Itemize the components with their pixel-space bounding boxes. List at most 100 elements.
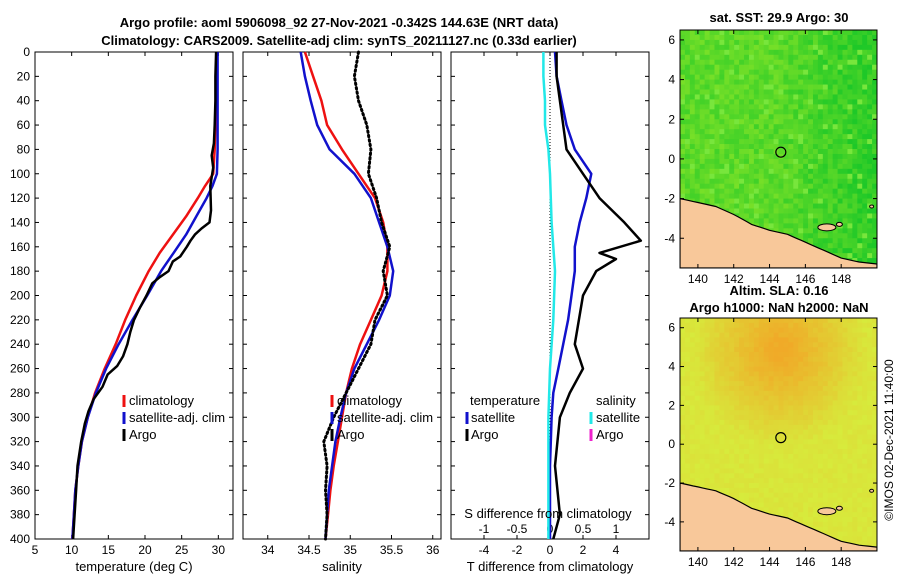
map-cell <box>694 94 701 100</box>
map-cell <box>739 473 745 479</box>
map-cell <box>788 124 794 130</box>
map-cell <box>872 390 877 397</box>
map-cell <box>852 178 858 185</box>
map-cell <box>753 483 760 489</box>
map-cell <box>768 424 774 431</box>
map-cell <box>827 168 834 175</box>
map-cell <box>832 124 838 130</box>
map-cell <box>783 478 789 484</box>
map-cell <box>867 463 873 469</box>
map-cell <box>714 434 720 440</box>
map-cell <box>872 449 877 455</box>
map-cell <box>852 322 858 329</box>
map-cell <box>753 381 760 387</box>
map-cell <box>704 124 710 130</box>
map-cell <box>867 114 873 120</box>
map-cell <box>857 449 863 455</box>
map-cell <box>684 89 691 95</box>
map-cell <box>684 332 691 338</box>
map-cell <box>832 366 838 372</box>
map-cell <box>778 30 784 36</box>
map-cell <box>812 39 819 46</box>
map-cell <box>744 99 750 105</box>
map-cell <box>803 478 809 484</box>
map-cell <box>803 64 809 71</box>
map-cell <box>827 531 834 537</box>
map-cell <box>793 449 799 455</box>
map-cell <box>857 94 863 100</box>
map-cell <box>763 400 770 406</box>
map-cell <box>872 193 877 199</box>
map-cell <box>862 381 868 387</box>
map-cell <box>808 395 814 401</box>
map-cell <box>842 59 848 66</box>
map-cell <box>803 521 809 528</box>
map-cell <box>822 419 829 426</box>
map-cell <box>709 153 715 160</box>
map-cell <box>773 134 779 140</box>
map-cell <box>862 400 868 406</box>
map-cell <box>867 119 873 125</box>
map-cell <box>704 439 710 445</box>
map-cell <box>758 327 765 333</box>
map-cell <box>842 492 848 498</box>
map-cell <box>680 134 686 140</box>
map-cell <box>778 149 784 155</box>
map-cell <box>684 429 691 435</box>
map-cell <box>798 119 804 125</box>
map-cell <box>872 356 877 363</box>
map-cell <box>763 463 770 469</box>
map-cell <box>793 381 799 387</box>
map-cell <box>822 351 829 358</box>
map-cell <box>680 371 686 377</box>
map-cell <box>739 415 745 421</box>
map-cell <box>680 158 686 165</box>
map-cell <box>704 449 710 455</box>
map-cell <box>857 198 863 204</box>
map-cell <box>852 318 858 324</box>
map-cell <box>783 390 789 397</box>
map-cell <box>724 89 730 95</box>
land-mass <box>680 482 877 551</box>
map-cell <box>827 34 834 41</box>
map-cell <box>842 173 848 180</box>
map-cell <box>744 129 750 135</box>
map-cell <box>837 356 843 363</box>
map-cell <box>748 59 755 66</box>
map-cell <box>753 449 760 455</box>
map-cell <box>778 332 784 338</box>
map-cell <box>763 318 770 324</box>
x-tick-label: 146 <box>795 272 815 286</box>
map-cell <box>788 395 794 401</box>
map-cell <box>689 163 696 170</box>
map-cell <box>847 238 853 244</box>
map-cell <box>748 104 755 110</box>
map-cell <box>783 89 789 95</box>
map-cell <box>837 64 843 71</box>
map-cell <box>758 376 765 382</box>
map-cell <box>842 84 848 90</box>
map-cell <box>872 69 877 76</box>
map-cell <box>724 468 730 474</box>
map-cell <box>748 439 755 445</box>
map-cell <box>719 168 725 175</box>
map-cell <box>832 193 838 199</box>
map-cell <box>812 243 819 249</box>
map-cell <box>857 444 863 450</box>
map-cell <box>748 124 755 130</box>
difference-legend: temperature salinity satellite Argo sate… <box>465 393 640 442</box>
map-cell <box>803 233 809 239</box>
map-cell <box>852 218 858 224</box>
map-cell <box>798 502 804 508</box>
map-cell <box>793 129 799 135</box>
map-cell <box>867 434 873 440</box>
map-cell <box>822 178 829 185</box>
map-cell <box>748 89 755 95</box>
map-cell <box>837 381 843 387</box>
map-cell <box>709 94 715 100</box>
map-cell <box>842 109 848 115</box>
map-cell <box>680 99 686 105</box>
map-cell <box>832 424 838 431</box>
map-cell <box>812 178 819 185</box>
map-cell <box>827 178 834 185</box>
